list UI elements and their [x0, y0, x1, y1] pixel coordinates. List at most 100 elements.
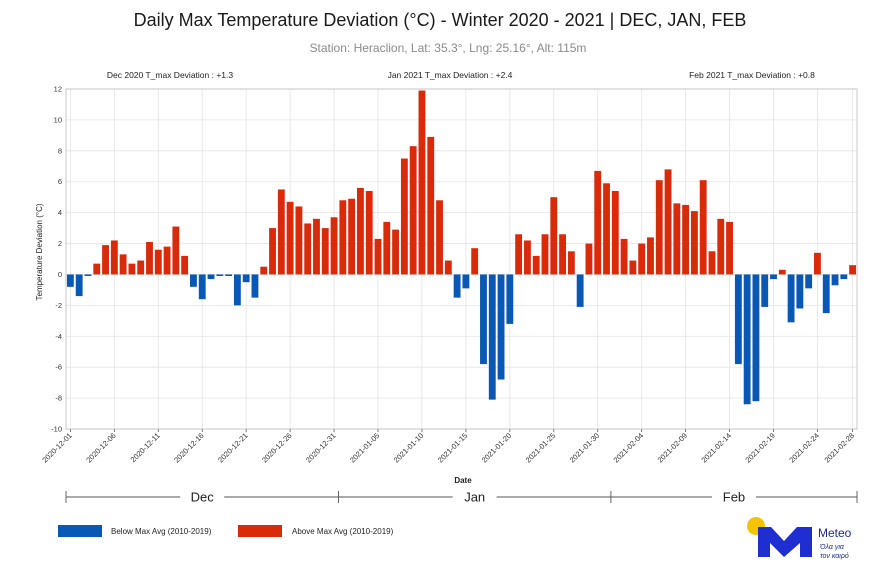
month-ranges: Dec Jan Feb: [65, 490, 858, 505]
bar-below: [84, 274, 92, 276]
bar-above: [392, 229, 400, 275]
legend-label-below: Below Max Avg (2010-2019): [111, 527, 212, 536]
bar-above: [620, 238, 628, 275]
x-tick-label: 2021-01-30: [568, 431, 601, 464]
bar-below: [497, 274, 505, 380]
bar-above: [559, 234, 566, 275]
bar-above: [102, 245, 109, 275]
bar-above: [444, 260, 452, 275]
bar-below: [453, 274, 461, 298]
y-tick-label: -6: [55, 363, 62, 372]
bar-above: [611, 191, 619, 275]
bar-above: [567, 251, 575, 275]
legend-swatch-above: [238, 525, 282, 537]
bar-above: [348, 198, 356, 275]
y-tick-label: 8: [58, 146, 62, 155]
bar-below: [66, 274, 74, 287]
bar-below: [734, 274, 742, 365]
x-tick-label: 2020-12-16: [172, 431, 205, 464]
bar-below: [743, 274, 751, 405]
bar-below: [216, 274, 224, 276]
bar-above: [471, 248, 479, 275]
bar-above: [708, 251, 716, 275]
annotation-feb: Feb 2021 T_max Deviation : +0.8: [689, 70, 815, 80]
bar-above: [647, 237, 654, 275]
bar-above: [93, 263, 101, 275]
bar-below: [805, 274, 813, 289]
bar-above: [638, 243, 646, 275]
x-tick-label: 2021-01-15: [436, 431, 469, 464]
bar-below: [506, 274, 514, 324]
bar-above: [154, 249, 162, 275]
chart-title: Daily Max Temperature Deviation (°C) - W…: [134, 10, 747, 30]
legend-label-above: Above Max Avg (2010-2019): [292, 527, 394, 536]
bar-above: [181, 255, 189, 275]
bar-below: [576, 274, 584, 307]
bar-below: [480, 274, 487, 365]
chart-subtitle: Station: Heraclion, Lat: 35.3°, Lng: 25.…: [310, 41, 587, 55]
y-tick-label: 12: [54, 85, 62, 94]
y-tick-label: 6: [58, 177, 62, 186]
bar-above: [119, 254, 127, 275]
bar-below: [761, 274, 769, 307]
x-tick-label: 2020-12-26: [260, 431, 293, 464]
bar-above: [269, 228, 276, 275]
bar-above: [585, 243, 593, 275]
bar-above: [110, 240, 118, 275]
month-label: Feb: [723, 490, 745, 505]
x-tick-label: 2021-01-25: [524, 431, 557, 464]
x-tick-label: 2021-02-14: [699, 431, 732, 464]
y-tick-label: 0: [58, 270, 62, 279]
x-tick-label: 2020-12-31: [304, 431, 337, 464]
bar-below: [831, 274, 839, 286]
bar-above: [655, 180, 663, 275]
bar-below: [787, 274, 795, 323]
bar-above: [146, 242, 153, 275]
y-axis-label: Temperature Deviation (°C): [35, 203, 44, 300]
bar-above: [418, 90, 426, 275]
x-tick-label: 2021-01-20: [480, 431, 513, 464]
x-tick-label: 2020-12-11: [129, 431, 162, 464]
bar-above: [629, 260, 637, 275]
bar-above: [849, 265, 857, 275]
bar-above: [295, 206, 303, 275]
logo-tagline-2: τον καιρό: [820, 552, 849, 560]
bar-above: [357, 187, 364, 275]
bar-above: [541, 234, 549, 275]
x-tick-label: 2021-02-28: [823, 431, 856, 464]
bar-below: [822, 274, 830, 314]
month-label: Dec: [191, 490, 215, 505]
bar-above: [400, 158, 408, 275]
bar-above: [409, 146, 417, 275]
bar-above: [304, 223, 312, 275]
bar-above: [699, 180, 707, 275]
x-tick-label: 2020-12-01: [40, 431, 73, 464]
bar-above: [137, 260, 145, 275]
bar-above: [313, 218, 320, 275]
bar-below: [225, 274, 233, 276]
y-tick-label: -4: [55, 332, 62, 341]
bar-above: [427, 136, 435, 275]
bar-above: [163, 246, 171, 275]
bar-above: [383, 221, 391, 275]
bar-above: [277, 189, 285, 275]
logo-wordmark: Meteo: [818, 526, 852, 540]
x-axis-label: Date: [454, 476, 472, 485]
bar-below: [242, 274, 250, 283]
x-tick-label: 2021-02-19: [743, 431, 776, 464]
bar-above: [594, 170, 602, 275]
bar-above: [603, 183, 610, 275]
bar-above: [532, 255, 540, 275]
x-axis-ticks: 2020-12-01 2020-12-06 2020-12-11 2020-12-16…: [40, 429, 856, 465]
y-tick-label: -10: [51, 425, 62, 434]
y-tick-label: -8: [55, 394, 62, 403]
y-axis-ticks: -10 -8 -6 -4 -2 0 2 4 6 8 10 12: [51, 85, 62, 434]
legend-swatch-below: [58, 525, 102, 537]
legend: Below Max Avg (2010-2019) Above Max Avg …: [58, 525, 394, 537]
bar-above: [682, 204, 690, 275]
logo-tagline-1: Όλα για: [819, 544, 845, 551]
bar-above: [726, 221, 733, 275]
y-tick-label: -2: [55, 301, 62, 310]
bar-above: [321, 228, 329, 275]
bar-below: [462, 274, 470, 289]
